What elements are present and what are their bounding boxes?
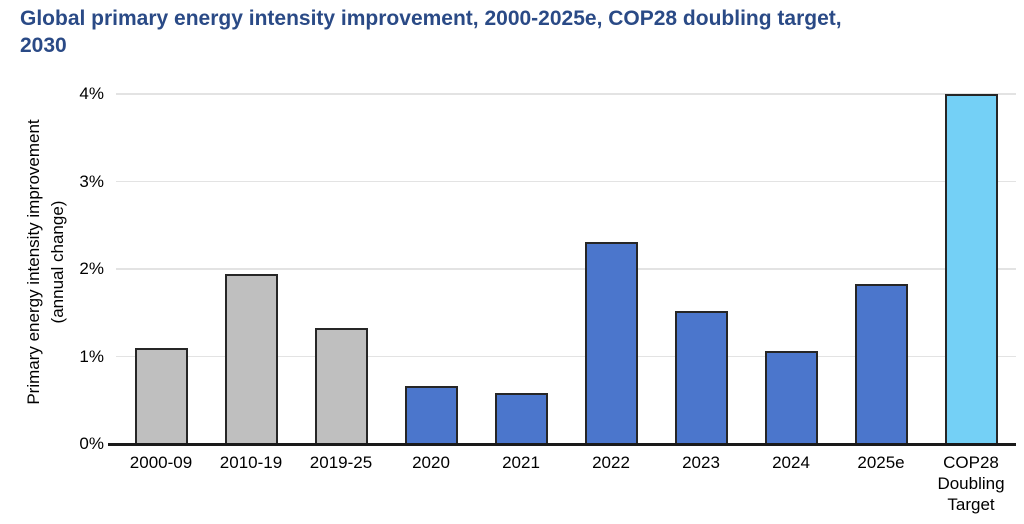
x-tick-label: 2021 bbox=[502, 453, 540, 472]
bar bbox=[764, 351, 818, 444]
bar bbox=[404, 386, 458, 444]
bar bbox=[224, 274, 278, 444]
bar-series bbox=[116, 94, 1016, 444]
gridline bbox=[116, 180, 1016, 183]
x-tick-label: 2019-25 bbox=[309, 453, 373, 472]
bar-slot bbox=[206, 274, 296, 444]
plot-area: 0% 1% 2% 3% 4% bbox=[79, 84, 1016, 453]
bar bbox=[674, 311, 728, 444]
x-tick-label: 2025e bbox=[857, 453, 905, 472]
gridline bbox=[116, 268, 1016, 270]
x-tick-label: 2000-09 bbox=[129, 453, 193, 472]
bar-slot bbox=[656, 311, 746, 444]
bar-slot bbox=[296, 327, 386, 444]
x-axis-labels: 2000-09 2010-19 2019-25 2020 2021 2022 2023 202… bbox=[116, 452, 1016, 515]
y-tick-label: 1% bbox=[79, 346, 104, 366]
chart-title: Global primary energy intensity improvem… bbox=[20, 5, 1010, 59]
x-tick-label: 2023 bbox=[682, 453, 720, 472]
x-tick-label: 2022 bbox=[592, 453, 630, 472]
chart-title-line-2: 2030 bbox=[20, 34, 67, 57]
chart-title-line-1: Global primary energy intensity improvem… bbox=[20, 7, 842, 30]
bar-slot bbox=[836, 283, 926, 444]
bar bbox=[314, 327, 368, 444]
x-tick-label: 2020 bbox=[412, 453, 450, 472]
bar-slot bbox=[476, 393, 566, 444]
bar-slot bbox=[566, 241, 656, 444]
bar-slot bbox=[746, 351, 836, 444]
bar-slot bbox=[116, 347, 206, 444]
gridline bbox=[116, 355, 1016, 358]
bar bbox=[854, 283, 908, 444]
bar bbox=[494, 393, 548, 444]
bar bbox=[134, 347, 188, 444]
bar-slot bbox=[386, 386, 476, 444]
x-tick-label: 2010-19 bbox=[219, 453, 283, 472]
y-tick-label: 3% bbox=[79, 171, 104, 191]
x-tick-label: COP28 Doubling Target bbox=[937, 453, 1005, 514]
x-axis-line bbox=[108, 442, 1016, 446]
y-tick-label: 4% bbox=[79, 84, 104, 103]
bar bbox=[944, 94, 998, 444]
y-tick-label: 0% bbox=[79, 434, 104, 453]
x-tick-label: 2024 bbox=[772, 453, 810, 472]
gridline bbox=[116, 93, 1016, 95]
bar-slot bbox=[926, 94, 1016, 444]
bar bbox=[584, 241, 638, 444]
y-tick-label: 2% bbox=[79, 259, 104, 278]
